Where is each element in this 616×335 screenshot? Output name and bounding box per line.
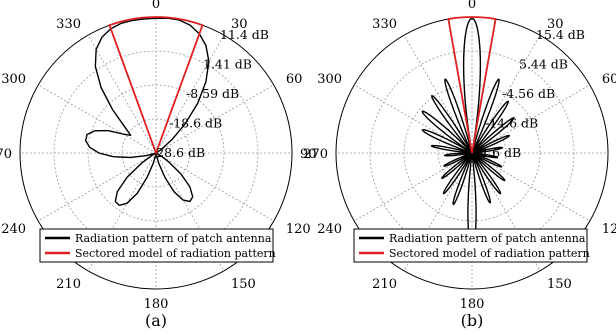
angle-label-a-90: 90: [300, 147, 317, 162]
angle-label-b-270: 270: [303, 147, 328, 162]
angle-label-b-240: 240: [317, 222, 342, 237]
angle-label-a-210: 210: [56, 277, 81, 292]
angle-labels-a: 0 30 60 90 120 150 180 210 240 270 300 330: [0, 0, 317, 312]
legend-b: Radiation pattern of patch antenna Secto…: [353, 228, 590, 263]
radial-label-a-0: 11.4 dB: [220, 27, 269, 42]
angle-label-b-150: 150: [547, 277, 572, 292]
grid-spoke-a-30: [155, 35, 225, 154]
grid-spoke-b-120: [471, 152, 590, 222]
radial-label-b-2: -4.56 dB: [502, 86, 555, 101]
radial-label-a-2: -8.59 dB: [186, 86, 239, 101]
radial-label-b-3: -14.6 dB: [485, 116, 538, 131]
angle-label-a-0: 0: [152, 0, 160, 12]
grid-spoke-b-30: [471, 35, 541, 154]
grid-spoke-a-240: [38, 152, 157, 222]
legend-entry-sector-a: Sectored model of radiation pattern: [75, 247, 276, 260]
angle-label-b-120: 120: [602, 222, 616, 237]
angle-label-a-270: 270: [0, 147, 12, 162]
grid-spoke-b-240: [354, 152, 473, 222]
angle-label-b-300: 300: [317, 72, 342, 87]
legend-entry-sector-b: Sectored model of radiation pattern: [389, 247, 590, 260]
radial-label-a-4: -28.6 dB: [152, 145, 205, 160]
angle-label-a-30: 30: [231, 17, 248, 32]
polar-chart-b: 15.4 dB 5.44 dB -4.56 dB -14.6 dB -24.6 dB 0…: [303, 0, 616, 330]
angle-label-a-120: 120: [286, 222, 311, 237]
angle-labels-b: 0 30 60 90 120 150 180 210 240 270 300 330: [303, 0, 616, 312]
angle-label-a-180: 180: [144, 297, 169, 312]
angle-label-a-330: 330: [56, 17, 81, 32]
legend-box-a: [39, 228, 274, 263]
grid-spoke-b-330: [403, 35, 473, 154]
radial-label-a-1: 1.41 dB: [203, 57, 252, 72]
grid-spoke-a-330: [87, 35, 157, 154]
angle-label-a-150: 150: [231, 277, 256, 292]
pattern-curve-a: [84, 17, 210, 207]
radial-labels-a: 11.4 dB 1.41 dB -8.59 dB -18.6 dB -28.6 dB: [152, 27, 269, 160]
legend-entry-pattern-b: Radiation pattern of patch antenna: [389, 232, 586, 245]
caption-a: (a): [145, 311, 167, 330]
radial-label-b-0: 15.4 dB: [536, 27, 585, 42]
angle-label-a-240: 240: [1, 222, 26, 237]
radial-labels-b: 15.4 dB 5.44 dB -4.56 dB -14.6 dB -24.6 dB: [468, 27, 585, 160]
legend-a: Radiation pattern of patch antenna Secto…: [39, 228, 276, 263]
grid-spoke-b-60: [471, 84, 590, 154]
sector-model-b: [447, 16, 497, 154]
angle-label-b-0: 0: [468, 0, 476, 12]
radial-label-b-4: -24.6 dB: [468, 145, 521, 160]
angle-label-b-180: 180: [460, 297, 485, 312]
polar-chart-a: 11.4 dB 1.41 dB -8.59 dB -18.6 dB -28.6 dB 0…: [0, 0, 317, 330]
angle-label-b-60: 60: [602, 72, 616, 87]
legend-box-b: [353, 228, 588, 263]
curves-a: [84, 16, 210, 207]
angle-label-b-210: 210: [372, 277, 397, 292]
radial-label-a-3: -18.6 dB: [169, 116, 222, 131]
grid-spoke-a-120: [155, 152, 274, 222]
legend-entry-pattern-a: Radiation pattern of patch antenna: [75, 232, 272, 245]
angle-label-b-330: 330: [372, 17, 397, 32]
caption-b: (b): [461, 311, 484, 330]
angle-label-a-300: 300: [1, 72, 26, 87]
angle-label-b-30: 30: [547, 17, 564, 32]
sector-model-a: [108, 16, 204, 156]
radial-label-b-1: 5.44 dB: [519, 57, 568, 72]
grid-spoke-a-60: [155, 84, 274, 154]
angle-label-a-60: 60: [286, 72, 303, 87]
grid-spoke-a-300: [38, 84, 157, 154]
grid-spoke-b-300: [354, 84, 473, 154]
